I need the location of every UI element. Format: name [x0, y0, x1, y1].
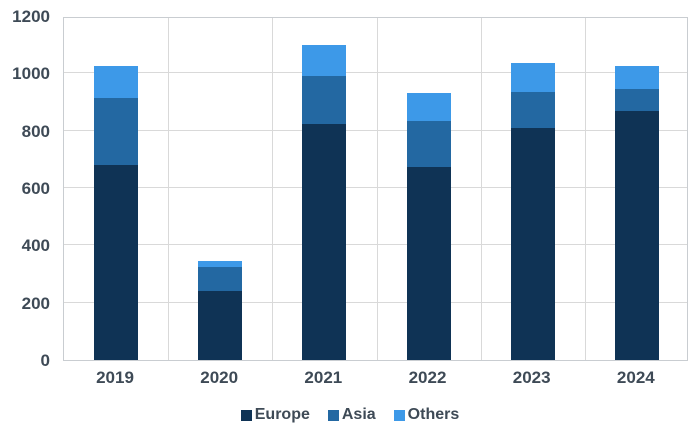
bar-segment-asia-2020[interactable] [198, 266, 243, 292]
bar-segment-asia-2019[interactable] [94, 97, 139, 166]
y-tick-label-400: 400 [21, 236, 50, 256]
x-tick-label-2020: 2020 [200, 368, 239, 387]
bar-segment-others-2022[interactable] [406, 93, 451, 121]
legend-label-others: Others [407, 406, 460, 423]
gridline-x-4 [480, 18, 482, 360]
y-tick-label-200: 200 [21, 293, 50, 313]
bar-segment-europe-2024[interactable] [614, 110, 659, 360]
gridline-x-5 [584, 18, 586, 360]
bar-segment-europe-2023[interactable] [510, 127, 555, 360]
legend-swatch-others [393, 409, 405, 421]
y-tick-label-1000: 1000 [12, 64, 50, 84]
legend-item-others[interactable]: Others [393, 406, 460, 423]
gridline-x-2 [272, 18, 274, 360]
gridline-y-200 [64, 301, 687, 303]
plot-area [63, 17, 688, 361]
legend-item-asia[interactable]: Asia [327, 406, 376, 423]
gridline-y-1000 [64, 72, 687, 74]
bar-segment-others-2020[interactable] [198, 261, 243, 267]
legend-item-europe[interactable]: Europe [240, 406, 310, 423]
y-tick-label-0: 0 [40, 351, 50, 370]
x-tick-label-2023: 2023 [512, 368, 551, 387]
bar-segment-others-2024[interactable] [614, 66, 659, 90]
bar-segment-europe-2021[interactable] [302, 123, 347, 360]
legend-label-europe: Europe [254, 406, 310, 423]
legend-label-asia: Asia [341, 406, 376, 423]
bar-segment-others-2021[interactable] [302, 44, 347, 77]
y-tick-label-600: 600 [21, 179, 50, 198]
legend-swatch-asia [327, 409, 339, 421]
bar-segment-asia-2024[interactable] [614, 89, 659, 111]
y-tick-label-800: 800 [21, 121, 50, 141]
gridline-y-400 [64, 244, 687, 246]
x-tick-label-2019: 2019 [96, 368, 134, 387]
bar-segment-europe-2019[interactable] [94, 165, 139, 360]
y-tick-label-1200: 1200 [12, 7, 50, 26]
gridline-x-3 [376, 18, 378, 360]
bar-segment-asia-2021[interactable] [302, 76, 347, 124]
bar-segment-europe-2020[interactable] [198, 291, 243, 360]
bar-segment-europe-2022[interactable] [406, 166, 451, 360]
bar-segment-others-2019[interactable] [94, 66, 139, 98]
x-tick-label-2022: 2022 [408, 368, 447, 387]
x-tick-label-2024: 2024 [616, 368, 655, 387]
bar-segment-asia-2023[interactable] [510, 91, 555, 128]
legend: Europe Asia Others [0, 404, 700, 426]
gridline-y-600 [64, 187, 687, 188]
bar-segment-others-2023[interactable] [510, 63, 555, 92]
gridline-y-800 [64, 129, 687, 131]
legend-swatch-europe [240, 409, 252, 421]
x-tick-label-2021: 2021 [304, 368, 343, 387]
gridline-x-1 [168, 18, 170, 360]
bar-segment-asia-2022[interactable] [406, 120, 451, 167]
